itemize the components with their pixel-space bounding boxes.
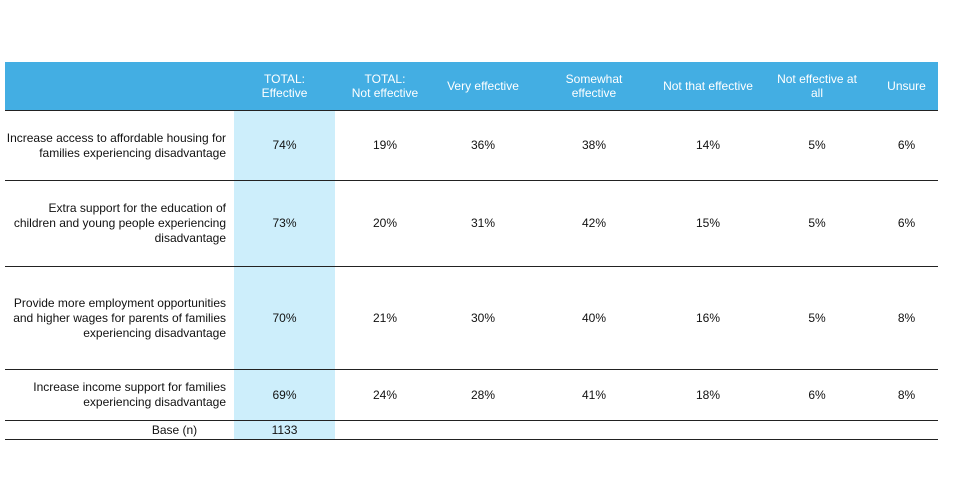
table-row: Provide more employment opportunities an… (5, 267, 938, 370)
empty-cell (335, 421, 435, 439)
empty-cell (435, 421, 531, 439)
table-row: Increase access to affordable housing fo… (5, 111, 938, 181)
cell-somewhat-effective: 41% (581, 387, 607, 402)
cell-very-effective: 36% (470, 138, 496, 152)
cell-very-effective: 31% (470, 216, 496, 230)
header-blank (5, 62, 234, 110)
table-row: Extra support for the education of child… (5, 181, 938, 267)
header-somewhat-effective: Somewhat effective (531, 62, 657, 110)
cell-unsure: 8% (897, 310, 916, 325)
header-very-effective: Very effective (435, 62, 531, 110)
header-label: Unsure (887, 79, 926, 93)
cell-total-effective: 74% (234, 111, 335, 180)
cell-total-not-effective: 20% (372, 216, 398, 230)
header-label: TOTAL: Not effective (351, 72, 419, 100)
header-divider (5, 110, 938, 111)
cell-total-effective: 73% (234, 181, 335, 266)
row-label: Increase access to affordable housing fo… (6, 130, 226, 160)
empty-cell (875, 421, 938, 439)
cell-very-effective: 30% (470, 310, 496, 325)
cell-not-effective-at-all: 5% (808, 138, 826, 152)
cell-not-effective-at-all: 5% (808, 310, 826, 325)
header-label: TOTAL: Effective (261, 72, 308, 100)
cell-somewhat-effective: 40% (581, 310, 607, 325)
cell-not-that-effective: 16% (695, 310, 721, 325)
cell-unsure: 6% (897, 138, 916, 152)
cell-not-that-effective: 18% (695, 387, 721, 402)
cell-somewhat-effective: 38% (581, 138, 607, 152)
base-row: Base (n) 1133 (5, 421, 938, 440)
base-label: Base (n) (151, 422, 198, 437)
row-label: Increase income support for families exp… (33, 380, 226, 409)
header-label: Very effective (447, 79, 519, 93)
cell-not-that-effective: 14% (695, 138, 721, 152)
empty-cell (657, 421, 759, 439)
header-total-not-effective: TOTAL: Not effective (335, 62, 435, 110)
row-label: Extra support for the education of child… (13, 201, 226, 245)
header-unsure: Unsure (875, 62, 938, 110)
base-value: 1133 (234, 421, 335, 439)
cell-not-effective-at-all: 6% (808, 387, 826, 402)
results-table: TOTAL: Effective TOTAL: Not effective Ve… (5, 62, 938, 440)
cell-total-effective: 70% (234, 267, 335, 369)
cell-not-effective-at-all: 5% (808, 216, 826, 230)
cell-total-not-effective: 19% (372, 138, 398, 152)
cell-total-not-effective: 24% (372, 387, 398, 402)
table-row: Increase income support for families exp… (5, 370, 938, 421)
row-label: Provide more employment opportunities an… (13, 295, 226, 340)
cell-somewhat-effective: 42% (581, 216, 607, 230)
cell-total-effective: 69% (234, 370, 335, 420)
header-total-effective: TOTAL: Effective (234, 62, 335, 110)
cell-unsure: 8% (897, 387, 916, 402)
cell-not-that-effective: 15% (695, 216, 721, 230)
table-header-row: TOTAL: Effective TOTAL: Not effective Ve… (5, 62, 938, 110)
cell-very-effective: 28% (470, 387, 496, 402)
empty-cell (531, 421, 657, 439)
header-label: Not that effective (663, 79, 753, 93)
cell-unsure: 6% (897, 216, 916, 230)
header-label: Not effective at all (777, 72, 857, 100)
header-not-effective-at-all: Not effective at all (759, 62, 875, 110)
empty-cell (759, 421, 875, 439)
header-not-that-effective: Not that effective (657, 62, 759, 110)
cell-total-not-effective: 21% (372, 310, 398, 325)
header-label: Somewhat effective (565, 72, 623, 100)
